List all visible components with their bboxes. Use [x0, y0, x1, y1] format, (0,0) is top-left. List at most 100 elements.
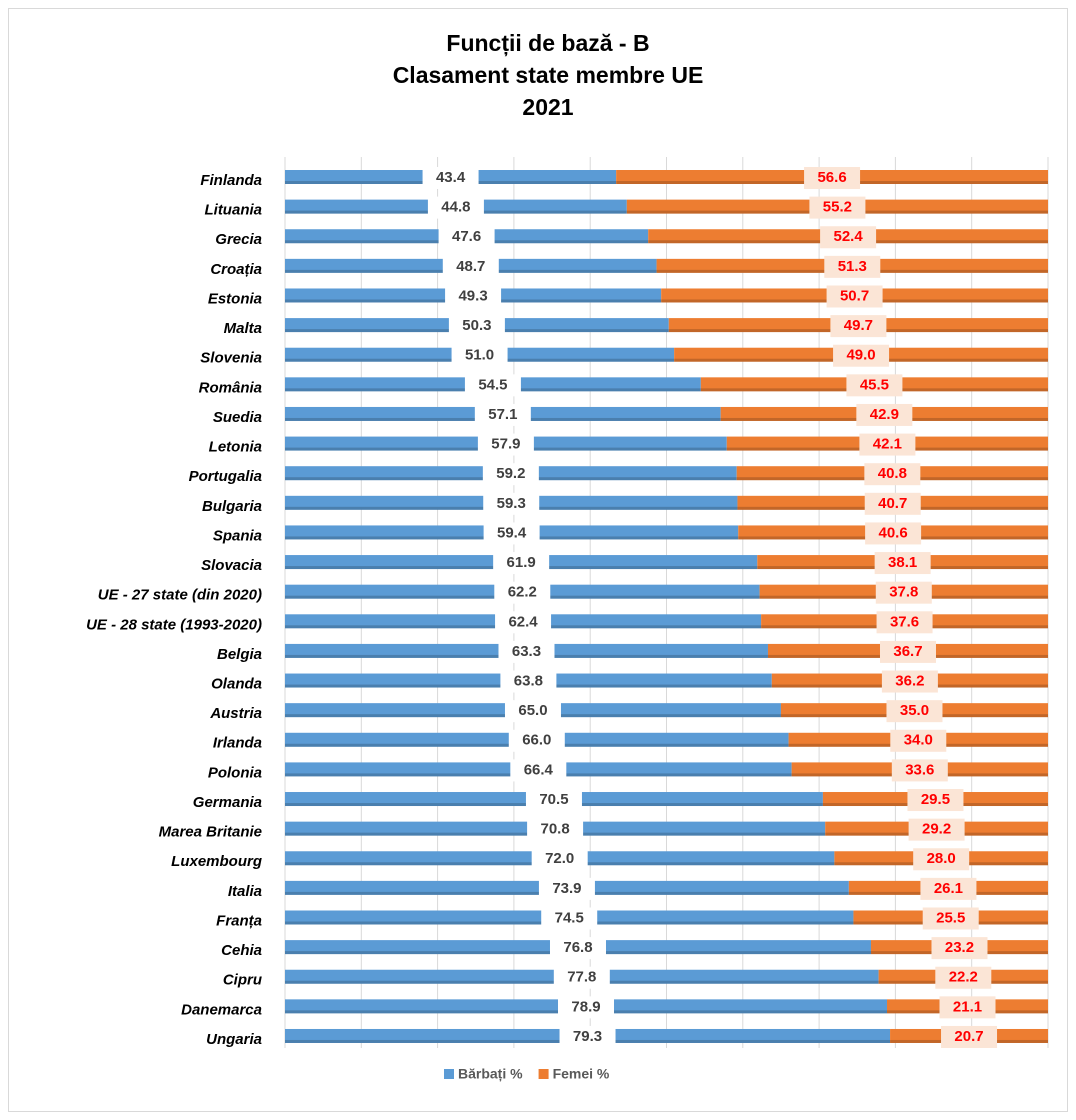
- value-label-box: [856, 403, 913, 426]
- value-label-box: [538, 877, 595, 900]
- value-label: 78.9: [571, 998, 600, 1015]
- value-label-box: [483, 522, 540, 545]
- value-label-box: [498, 640, 555, 663]
- legend-swatch: [444, 1069, 454, 1079]
- value-label-box: [508, 729, 565, 752]
- value-label-box: [864, 492, 921, 515]
- value-label: 55.2: [823, 199, 852, 216]
- value-label-box: [493, 552, 550, 575]
- value-label: 40.6: [879, 524, 908, 541]
- value-label: 63.3: [512, 643, 541, 660]
- value-label-box: [931, 937, 988, 960]
- value-label-box: [809, 196, 866, 219]
- category-label: Ungaria: [206, 1031, 262, 1048]
- category-label: Belgia: [217, 646, 262, 663]
- category-label: Slovenia: [200, 350, 262, 367]
- value-label: 77.8: [567, 969, 596, 986]
- value-label: 20.7: [954, 1028, 983, 1045]
- category-label: Cehia: [221, 942, 262, 959]
- value-label-box: [875, 581, 932, 604]
- value-label: 66.4: [524, 761, 554, 778]
- category-label: Olanda: [211, 676, 262, 693]
- value-label: 76.8: [563, 939, 592, 956]
- value-label-box: [881, 670, 938, 693]
- value-label: 62.2: [508, 584, 537, 601]
- value-label-box: [422, 167, 479, 189]
- value-label-box: [846, 374, 903, 397]
- category-label: Slovacia: [201, 557, 262, 574]
- value-label: 63.8: [514, 673, 543, 690]
- category-label: Irlanda: [213, 735, 262, 752]
- value-label-box: [833, 344, 890, 367]
- value-label: 70.5: [539, 791, 568, 808]
- value-label-box: [865, 522, 922, 545]
- value-label-box: [890, 729, 947, 752]
- category-label: Spania: [213, 527, 262, 544]
- category-label: Marea Britanie: [159, 824, 262, 841]
- value-label-box: [876, 611, 933, 634]
- value-label-box: [477, 433, 534, 456]
- value-label-box: [448, 315, 505, 338]
- value-label-box: [510, 759, 567, 782]
- value-label-box: [558, 996, 615, 1019]
- value-label: 35.0: [900, 702, 929, 719]
- value-label: 57.9: [491, 436, 520, 453]
- value-label: 38.1: [888, 554, 917, 571]
- value-label: 29.2: [922, 821, 951, 838]
- value-label: 70.8: [541, 821, 570, 838]
- value-label: 59.4: [497, 524, 527, 541]
- value-label: 61.9: [507, 554, 536, 571]
- value-label-box: [531, 848, 588, 871]
- category-label: Estonia: [208, 290, 262, 307]
- value-label: 40.7: [878, 495, 907, 512]
- value-label-box: [483, 492, 540, 515]
- value-label: 79.3: [573, 1028, 602, 1045]
- value-label: 26.1: [934, 880, 963, 897]
- value-label-box: [935, 966, 992, 989]
- category-label: Suedia: [213, 409, 262, 426]
- value-label: 51.0: [465, 347, 494, 364]
- value-label-box: [553, 966, 610, 989]
- value-label-box: [464, 374, 521, 397]
- value-label: 44.8: [441, 199, 470, 216]
- chart-title: Funcții de bază - B: [446, 30, 649, 57]
- category-label: Bulgaria: [202, 498, 262, 515]
- value-label-box: [941, 1025, 998, 1048]
- value-label: 57.1: [488, 406, 517, 423]
- value-label: 42.1: [873, 436, 902, 453]
- category-label: Letonia: [209, 439, 262, 456]
- value-label: 49.7: [844, 317, 873, 334]
- value-label: 29.5: [921, 791, 950, 808]
- value-label: 72.0: [545, 850, 574, 867]
- category-label: Germania: [193, 794, 262, 811]
- value-label-box: [451, 344, 508, 367]
- category-label: Lituania: [204, 202, 262, 219]
- value-label-box: [525, 789, 582, 812]
- category-label: UE - 28 state (1993-2020): [86, 616, 262, 633]
- value-label: 36.2: [895, 673, 924, 690]
- value-label-box: [826, 285, 883, 308]
- value-label-box: [907, 789, 964, 812]
- value-label: 33.6: [905, 761, 934, 778]
- value-label-box: [427, 196, 484, 219]
- category-label: UE - 27 state (din 2020): [98, 587, 262, 604]
- value-label-box: [504, 700, 561, 723]
- value-label: 47.6: [452, 228, 481, 245]
- value-label-box: [908, 818, 965, 841]
- value-label: 42.9: [870, 406, 899, 423]
- category-label: România: [199, 379, 262, 396]
- value-label: 21.1: [953, 998, 982, 1015]
- category-label: Franța: [216, 912, 262, 929]
- value-label-box: [482, 463, 539, 486]
- legend-label: Bărbați %: [458, 1066, 523, 1082]
- value-label: 22.2: [949, 969, 978, 986]
- category-label: Polonia: [208, 764, 262, 781]
- value-label: 37.6: [890, 613, 919, 630]
- value-label-box: [438, 226, 495, 249]
- value-label-box: [549, 937, 606, 960]
- value-label-box: [859, 433, 916, 456]
- value-label-box: [830, 315, 887, 338]
- value-label: 51.3: [838, 258, 867, 275]
- category-label: Croația: [210, 261, 262, 278]
